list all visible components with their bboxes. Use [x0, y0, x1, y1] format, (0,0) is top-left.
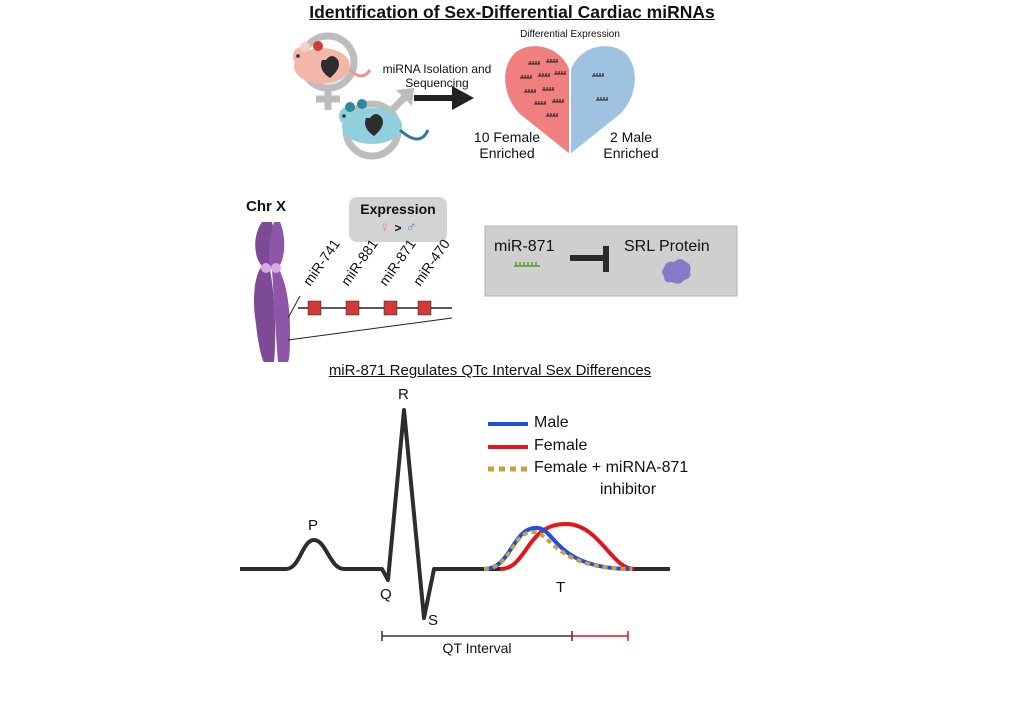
process-arrow-icon	[414, 86, 474, 110]
process-step-label: miRNA Isolation and Sequencing	[382, 62, 492, 90]
female-enriched-label: 10 Female Enriched	[473, 129, 541, 161]
mirna-icon	[514, 262, 540, 267]
legend-inhibitor-label-2: inhibitor	[600, 481, 657, 498]
legend-male-label: Male	[534, 414, 569, 431]
legend-female-label: Female	[534, 437, 588, 454]
differential-heart-icon	[505, 46, 635, 156]
male-symbol-icon: ♂	[405, 219, 417, 236]
male-mouse-icon	[339, 88, 430, 160]
expression-box	[349, 197, 447, 242]
qt-interval-label: QT Interval	[442, 640, 512, 656]
expression-comparison: ♀ > ♂	[349, 219, 447, 236]
q-wave-label: Q	[380, 586, 392, 603]
chromosome-x-icon	[254, 222, 453, 362]
figure-title: Identification of Sex-Differential Cardi…	[309, 2, 715, 22]
female-symbol-icon: ♀	[379, 219, 391, 236]
target-label: SRL Protein	[624, 238, 710, 255]
inhibitor-t-wave	[483, 530, 633, 571]
regulation-box	[484, 225, 738, 297]
male-t-wave	[483, 525, 633, 571]
r-wave-label: R	[398, 386, 409, 403]
comparator: >	[394, 221, 402, 235]
heart-title: Differential Expression	[520, 29, 620, 40]
male-enriched-label: 2 Male Enriched	[603, 129, 659, 161]
chromosome-label: Chr X	[246, 198, 287, 215]
female-mouse-icon	[293, 32, 372, 110]
t-wave-label: T	[556, 579, 566, 596]
female-t-wave	[499, 521, 635, 571]
expression-title: Expression	[360, 201, 436, 217]
ecg-trace	[240, 408, 670, 620]
regulator-label: miR-871	[494, 238, 555, 255]
protein-icon	[662, 259, 691, 284]
legend-inhibitor-label: Female + miRNA-871	[534, 459, 689, 476]
qt-interval-bracket	[381, 631, 629, 641]
p-wave-label: P	[308, 517, 319, 534]
s-wave-label: S	[428, 612, 439, 629]
ecg-title: miR-871 Regulates QTc Interval Sex Diffe…	[328, 362, 652, 379]
